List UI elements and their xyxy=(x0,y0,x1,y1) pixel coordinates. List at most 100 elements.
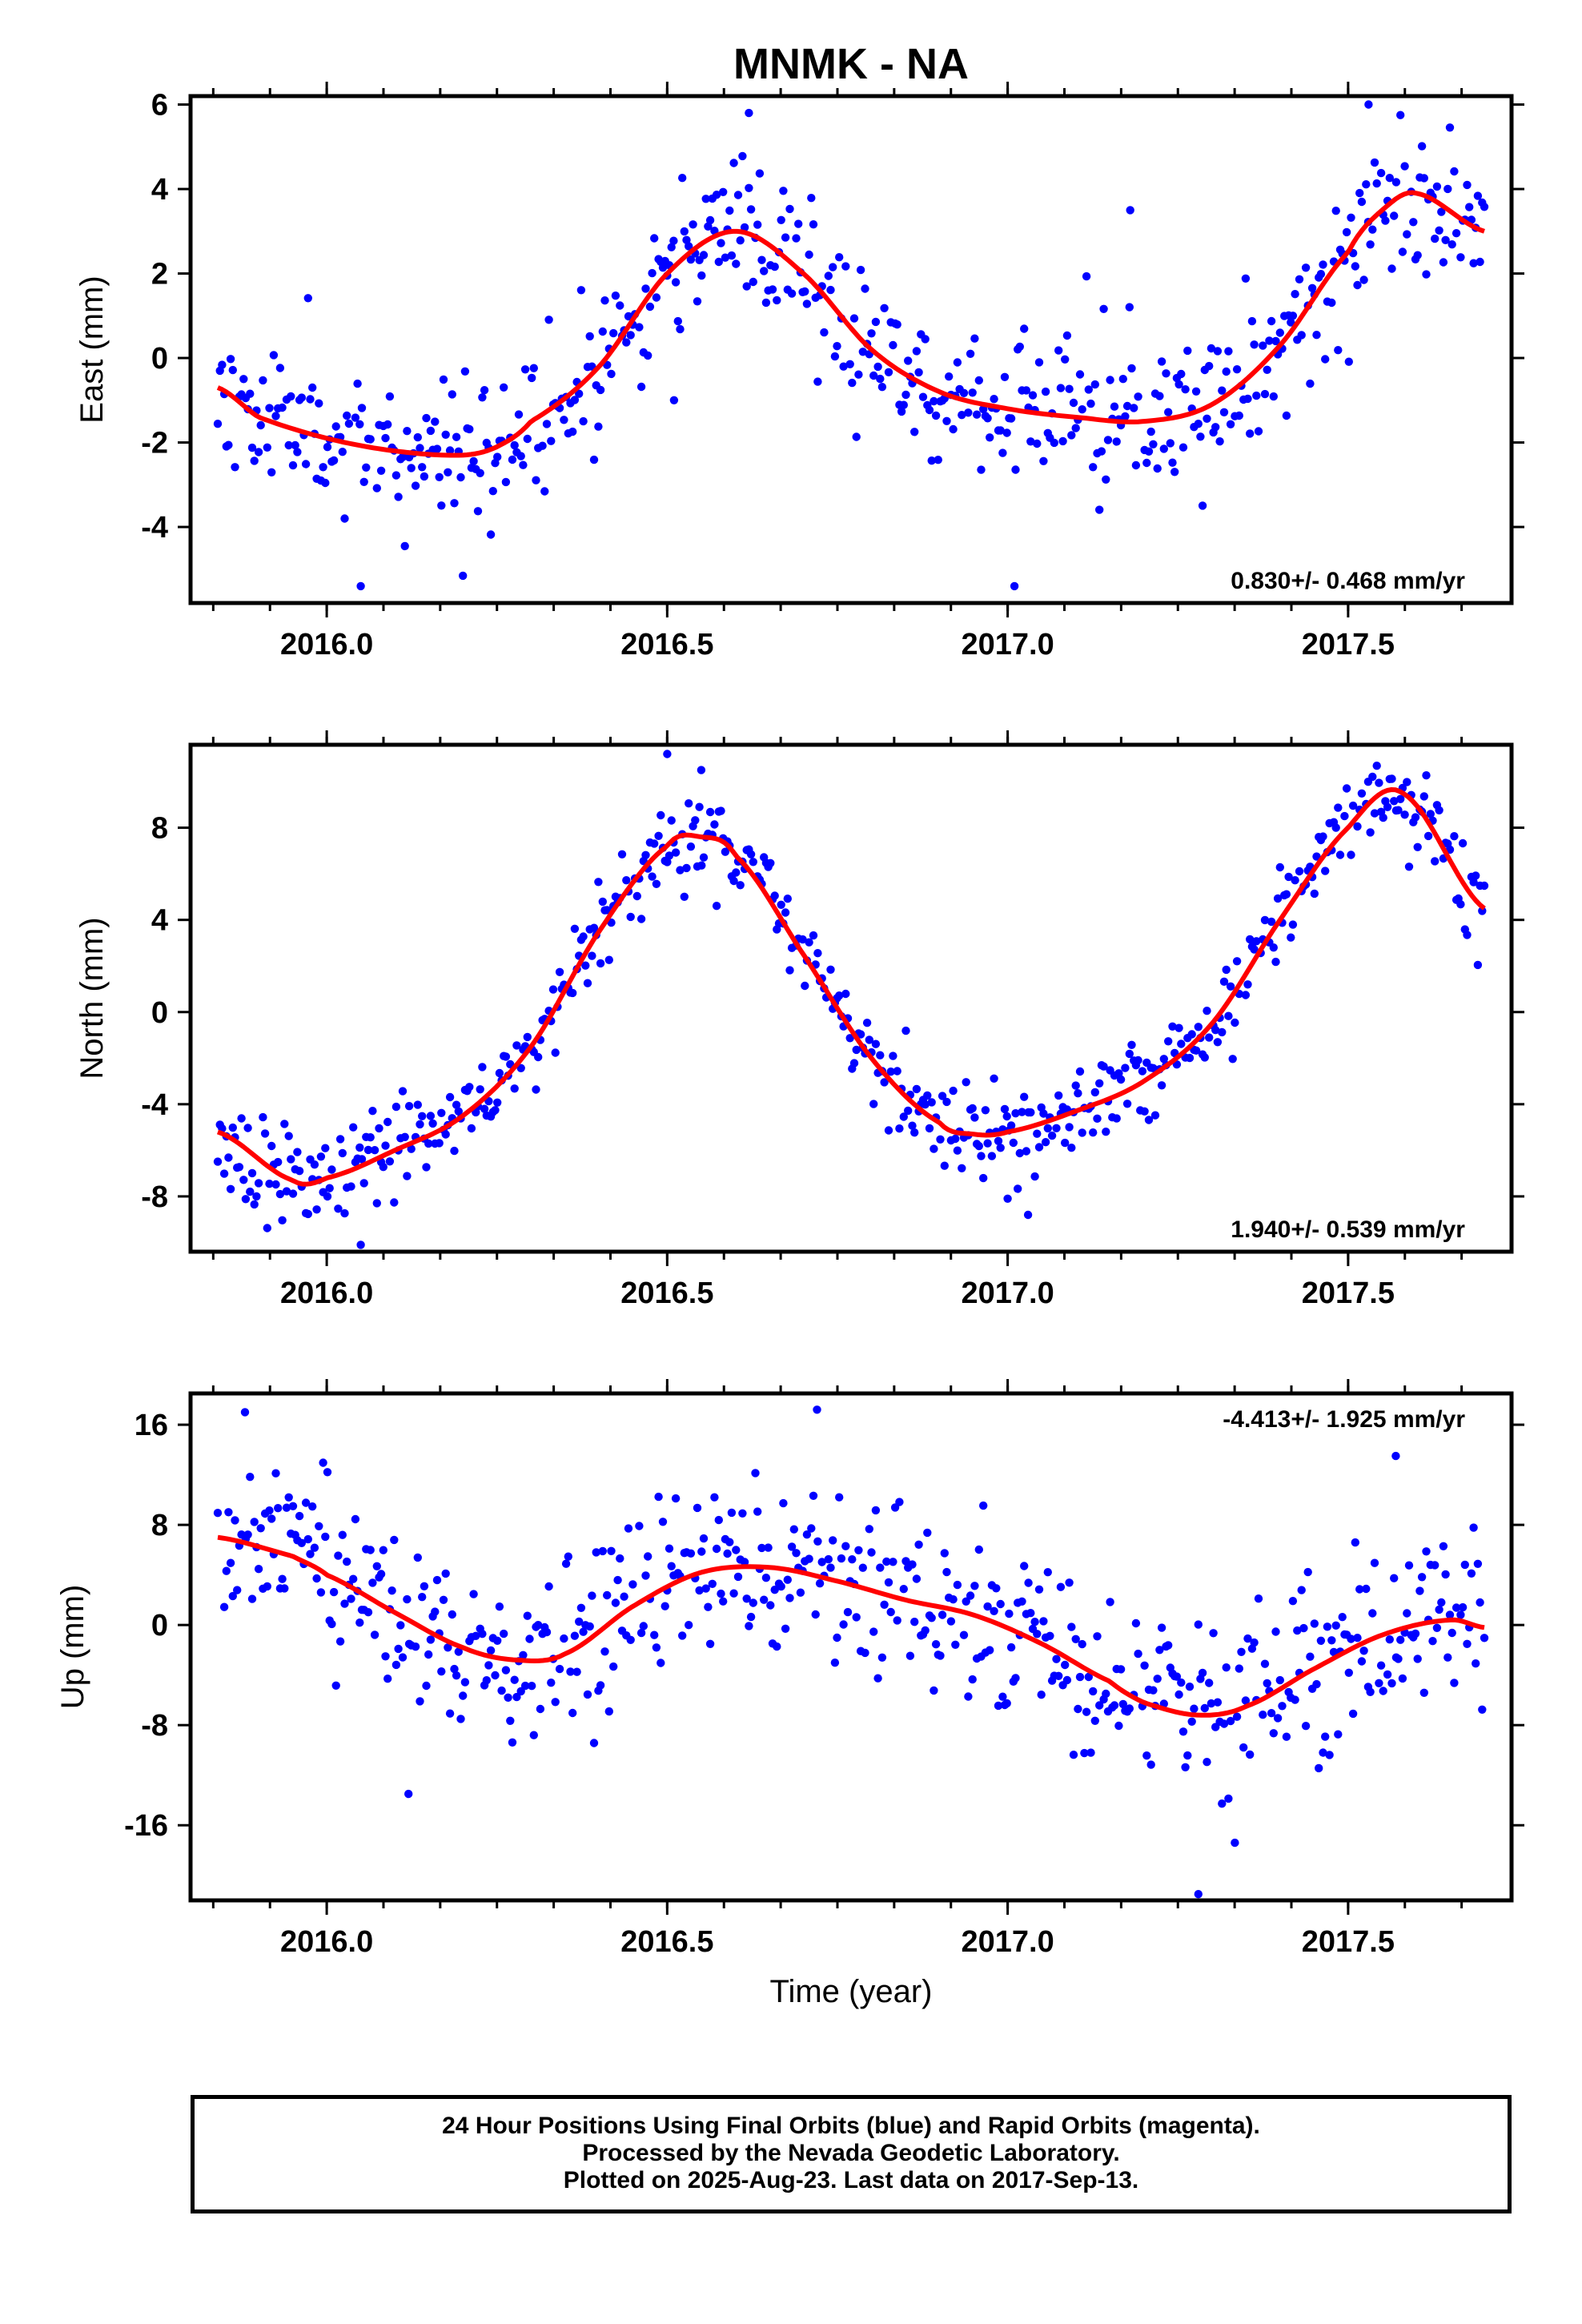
data-point xyxy=(1452,1603,1461,1612)
data-point xyxy=(596,959,605,968)
data-point xyxy=(506,1716,515,1725)
data-point xyxy=(807,194,816,203)
data-point xyxy=(1198,1668,1207,1678)
data-point xyxy=(1282,890,1291,899)
data-point-outlier xyxy=(1010,581,1019,591)
data-point xyxy=(910,1618,919,1626)
data-point xyxy=(1450,1679,1459,1687)
data-point xyxy=(994,1136,1003,1146)
data-point xyxy=(1215,437,1224,446)
data-point xyxy=(385,392,395,401)
data-point xyxy=(1480,881,1489,891)
data-point xyxy=(329,1587,339,1597)
data-point xyxy=(830,1659,840,1667)
data-point xyxy=(733,191,743,199)
data-point xyxy=(256,420,265,430)
data-point xyxy=(1043,1568,1053,1577)
data-point xyxy=(783,895,792,903)
data-point xyxy=(721,253,730,262)
y-tick-label: 2 xyxy=(151,258,168,292)
data-point xyxy=(1243,980,1252,989)
data-point xyxy=(1403,230,1411,239)
data-point xyxy=(1226,982,1235,991)
data-point xyxy=(476,468,484,477)
data-point xyxy=(899,1112,909,1121)
data-point xyxy=(833,342,841,351)
data-point xyxy=(1127,364,1136,373)
data-point xyxy=(456,472,465,482)
data-point xyxy=(693,1503,702,1513)
data-point xyxy=(725,206,734,215)
x-tick-label: 2016.5 xyxy=(620,1277,713,1310)
data-point xyxy=(635,323,644,332)
data-point xyxy=(1269,1729,1279,1738)
data-point xyxy=(1039,1617,1048,1626)
data-point xyxy=(572,1667,581,1676)
data-point xyxy=(588,1591,596,1600)
data-point xyxy=(1089,1128,1098,1137)
data-point xyxy=(766,858,775,868)
data-point xyxy=(611,1598,620,1607)
data-point xyxy=(579,1627,588,1636)
data-point xyxy=(1287,318,1295,327)
data-point xyxy=(1419,1688,1429,1697)
data-point xyxy=(861,1648,869,1658)
data-point xyxy=(979,1173,988,1183)
data-point xyxy=(491,1671,500,1680)
data-point xyxy=(817,1558,826,1566)
data-point-outlier xyxy=(404,1789,413,1799)
data-point xyxy=(576,286,586,295)
data-point xyxy=(665,1544,674,1553)
data-point xyxy=(899,400,909,409)
data-point xyxy=(949,1086,958,1096)
data-point xyxy=(1205,361,1214,371)
data-point xyxy=(1069,1751,1078,1759)
data-point xyxy=(613,1575,622,1585)
data-point xyxy=(1310,889,1319,899)
data-point xyxy=(450,1146,459,1156)
data-point xyxy=(632,891,641,901)
data-point xyxy=(609,1662,618,1671)
x-tick-label: 2017.0 xyxy=(962,1277,1054,1310)
data-point xyxy=(865,1525,874,1534)
data-point xyxy=(974,1545,984,1554)
data-point xyxy=(288,1502,298,1511)
data-point xyxy=(1387,1679,1396,1688)
data-point xyxy=(288,1189,298,1198)
data-point xyxy=(534,1052,543,1062)
data-point xyxy=(1122,1100,1132,1108)
data-point xyxy=(579,932,588,941)
data-point xyxy=(1181,385,1190,394)
x-tick-label: 2017.0 xyxy=(962,1925,1054,1959)
data-point xyxy=(1134,1055,1142,1065)
data-point xyxy=(376,466,386,475)
data-point xyxy=(719,187,728,196)
data-point xyxy=(682,863,691,873)
data-point xyxy=(1005,1609,1014,1618)
data-point xyxy=(1307,283,1317,292)
data-point xyxy=(1030,1618,1039,1626)
data-point xyxy=(1125,303,1134,312)
data-point xyxy=(372,1562,381,1571)
data-point xyxy=(1075,1067,1085,1076)
data-point xyxy=(1056,1582,1066,1591)
data-point-outlier xyxy=(356,581,365,591)
data-point xyxy=(1391,178,1401,187)
data-point xyxy=(1149,1686,1158,1695)
data-point xyxy=(1252,391,1261,400)
data-point xyxy=(432,444,442,453)
data-point xyxy=(319,1458,327,1467)
data-point xyxy=(849,314,859,323)
data-point xyxy=(1375,1679,1383,1687)
data-point xyxy=(1172,1672,1182,1681)
data-point xyxy=(306,1550,315,1558)
data-point xyxy=(652,293,661,302)
data-point xyxy=(964,1692,973,1701)
data-point xyxy=(1331,207,1340,215)
data-point xyxy=(411,481,420,490)
data-point xyxy=(581,961,590,970)
data-point xyxy=(1431,1561,1439,1570)
data-point xyxy=(936,1651,945,1660)
data-point xyxy=(1041,387,1050,396)
data-point xyxy=(686,842,696,851)
